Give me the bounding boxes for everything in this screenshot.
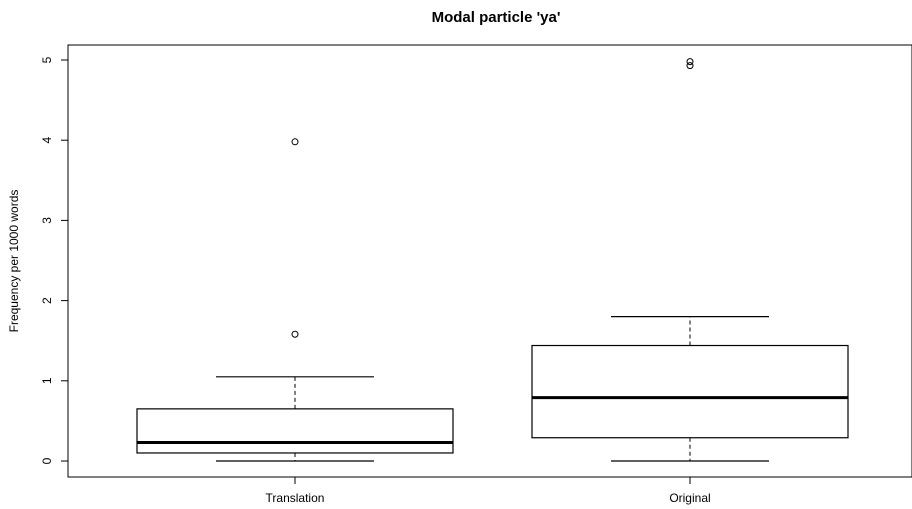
box-group-translation	[136, 138, 454, 462]
outlier-point	[686, 62, 694, 70]
box-group-original	[531, 58, 849, 462]
y-tick-label: 2	[40, 297, 54, 304]
outlier-point	[291, 138, 299, 146]
iqr-box	[531, 344, 849, 439]
outlier-point	[686, 58, 694, 66]
y-axis-label: Frequency per 1000 words	[7, 190, 21, 333]
x-tick-label: Translation	[266, 491, 325, 505]
y-axis: 0 1 2 3 4 5	[40, 56, 68, 464]
chart-title: Modal particle 'ya'	[432, 9, 561, 26]
y-tick-label: 1	[40, 377, 54, 384]
iqr-box	[136, 408, 454, 454]
y-tick-label: 4	[40, 137, 54, 144]
x-tick-label: Original	[669, 491, 710, 505]
y-tick-label: 0	[40, 457, 54, 464]
boxes	[136, 58, 849, 462]
y-tick-label: 5	[40, 56, 54, 63]
plot-frame	[67, 44, 912, 478]
outlier-point	[291, 330, 299, 338]
x-axis: Translation Original	[266, 477, 711, 505]
y-tick-label: 3	[40, 217, 54, 224]
